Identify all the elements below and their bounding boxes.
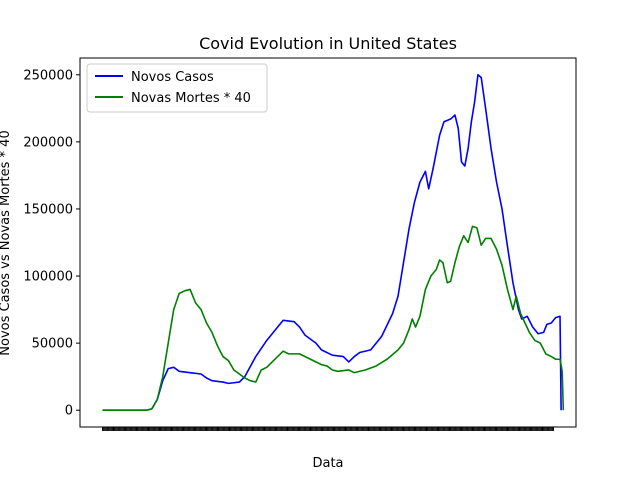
y-axis-label: Novos Casos vs Novas Mortes * 40 — [0, 130, 13, 355]
x-axis-label: Data — [312, 456, 343, 471]
y-axis-ticks: 0 50000 100000 150000 200000 250000 — [23, 68, 80, 419]
legend: Novos Casos Novas Mortes * 40 — [86, 63, 268, 113]
y-tick-label: 100000 — [23, 270, 73, 285]
y-tick-label: 150000 — [23, 202, 73, 217]
legend-box — [86, 63, 268, 113]
y-tick-label: 250000 — [23, 68, 73, 83]
y-tick-label: 200000 — [23, 135, 73, 150]
series-line-novas-mortes — [102, 225, 565, 412]
series-lines — [102, 73, 565, 412]
y-tick-label: 0 — [65, 404, 73, 419]
plot-area — [79, 57, 577, 428]
y-tick-label: 50000 — [32, 337, 73, 352]
chart-title: Covid Evolution in United States — [199, 34, 457, 53]
legend-label-novos-casos: Novos Casos — [131, 70, 214, 85]
series-line-novos-casos — [102, 73, 562, 412]
legend-label-novas-mortes: Novas Mortes * 40 — [131, 91, 251, 106]
x-axis-ticks — [102, 427, 554, 431]
